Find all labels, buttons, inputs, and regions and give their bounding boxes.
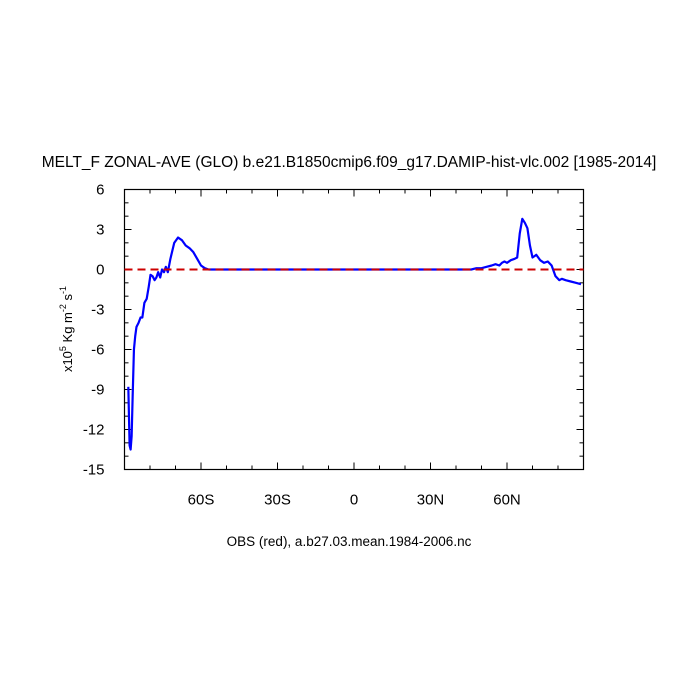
plot-frame — [123, 188, 585, 471]
y-tick-label: -6 — [91, 342, 104, 359]
y-axis-label: x105 Kg m-2 s-1 — [58, 286, 75, 372]
y-tick-label: -12 — [83, 422, 105, 439]
y-tick-label: 3 — [96, 222, 104, 239]
x-tick-label: 30N — [417, 492, 445, 509]
y-tick-label: -3 — [91, 302, 104, 319]
model-series-line — [127, 217, 582, 451]
chart-title: MELT_F ZONAL-AVE (GLO) b.e21.B1850cmip6.… — [42, 154, 657, 171]
y-tick-label: 6 — [96, 182, 104, 199]
x-tick-label: 60N — [493, 492, 521, 509]
y-tick-label: -15 — [83, 462, 105, 479]
series-layer — [124, 217, 584, 451]
y-tick-label: -9 — [91, 382, 104, 399]
x-tick-label: 30S — [264, 492, 291, 509]
chart-caption: OBS (red), a.b27.03.mean.1984-2006.nc — [227, 534, 472, 549]
x-tick-label: 60S — [188, 492, 215, 509]
axis-tick-labels: 60S 30S 0 30N 60N 6 3 0 -3 -6 -9 -12 -15 — [83, 182, 521, 509]
x-tick-label: 0 — [350, 492, 358, 509]
axis-ticks — [124, 189, 584, 470]
y-tick-label: 0 — [96, 262, 104, 279]
